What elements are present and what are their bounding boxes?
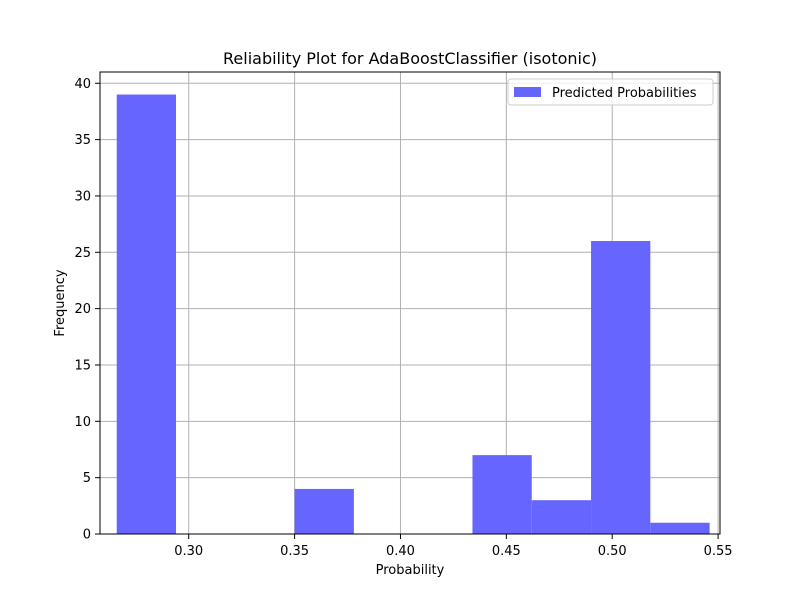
y-axis-title: Frequency xyxy=(53,269,68,336)
x-tick-label: 0.45 xyxy=(492,544,521,559)
y-tick-label: 20 xyxy=(74,302,91,317)
histogram-bar xyxy=(472,455,532,534)
legend-swatch xyxy=(514,87,541,97)
y-tick-label: 25 xyxy=(74,246,91,261)
histogram-bar xyxy=(650,522,710,534)
histogram-bar xyxy=(116,94,177,534)
x-tick-label: 0.35 xyxy=(280,544,309,559)
x-tick-label: 0.30 xyxy=(174,544,203,559)
legend-label: Predicted Probabilities xyxy=(552,86,697,101)
y-tick-label: 5 xyxy=(83,471,91,486)
x-tick-label: 0.55 xyxy=(704,544,733,559)
y-tick-label: 15 xyxy=(74,358,91,373)
histogram-bar xyxy=(294,488,354,534)
x-tick-label: 0.40 xyxy=(386,544,415,559)
y-tick-label: 10 xyxy=(74,415,91,430)
y-tick-label: 40 xyxy=(74,77,91,92)
histogram-bar xyxy=(591,241,651,534)
y-tick-label: 30 xyxy=(74,189,91,204)
legend: Predicted Probabilities xyxy=(507,78,714,106)
x-axis-title: Probability xyxy=(376,563,445,578)
y-axis-ticks: 0 5 10 15 20 25 30 35 40 xyxy=(74,77,100,543)
x-tick-label: 0.50 xyxy=(598,544,627,559)
chart-title: Reliability Plot for AdaBoostClassifier … xyxy=(223,49,597,68)
histogram-bars xyxy=(116,94,710,534)
y-tick-label: 35 xyxy=(74,133,91,148)
x-axis-ticks: 0.30 0.35 0.40 0.45 0.50 0.55 xyxy=(174,534,733,559)
plot-frame xyxy=(99,71,721,535)
legend-box xyxy=(507,78,714,106)
histogram-bar xyxy=(531,500,592,534)
y-tick-label: 0 xyxy=(83,528,91,543)
